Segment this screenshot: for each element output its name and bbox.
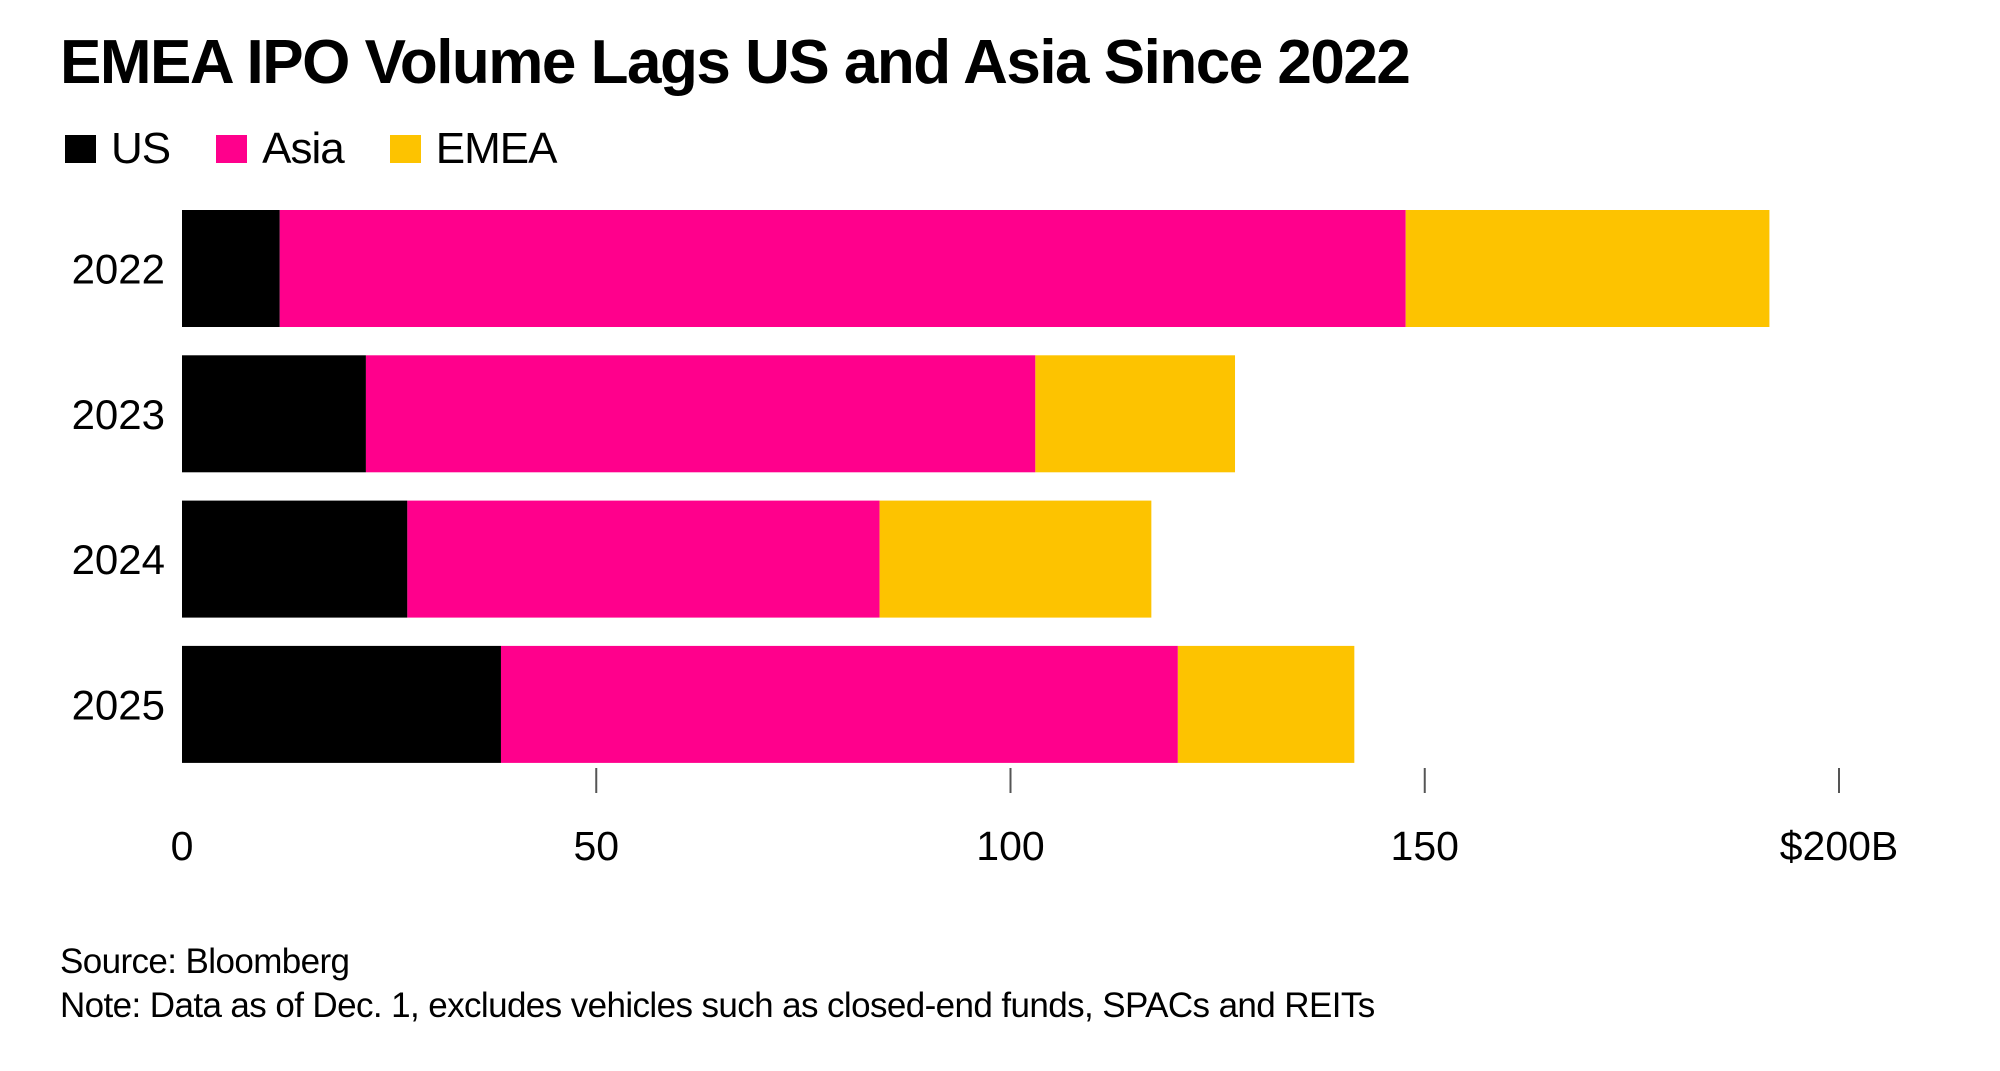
- legend-swatch-us: [65, 135, 96, 163]
- bar-segment-asia-2023: [365, 355, 1036, 473]
- bar-segment-emea-2022: [1405, 210, 1770, 327]
- y-tick-label-2024: 2024: [72, 536, 165, 583]
- bar-segment-emea-2023: [1035, 355, 1236, 473]
- x-tick-label-150: 150: [1391, 823, 1459, 869]
- bar-segment-us-2023: [182, 355, 366, 473]
- data-note: Note: Data as of Dec. 1, excludes vehicl…: [60, 986, 1375, 1025]
- legend-label-us: US: [111, 124, 171, 173]
- bar-segment-emea-2025: [1177, 645, 1355, 763]
- x-tick-label-50: 50: [573, 823, 619, 869]
- legend-item-us: US: [65, 124, 171, 174]
- legend-item-asia: Asia: [216, 124, 345, 174]
- legend-label-emea: EMEA: [435, 124, 558, 173]
- y-tick-label-2025: 2025: [72, 681, 165, 728]
- x-tick-label-0: 0: [171, 823, 194, 869]
- bar-segment-asia-2024: [407, 500, 880, 618]
- x-tick-label-100: 100: [976, 823, 1044, 869]
- y-tick-label-2023: 2023: [72, 391, 165, 438]
- source-note: Source: Bloomberg: [60, 942, 350, 981]
- bar-segment-emea-2024: [879, 500, 1152, 618]
- bar-segment-us-2022: [182, 210, 280, 327]
- x-tick-label-200: $200B: [1780, 823, 1899, 869]
- legend-item-emea: EMEA: [389, 124, 558, 174]
- bar-segment-asia-2022: [279, 210, 1406, 327]
- legend-swatch-asia: [216, 135, 248, 163]
- bar-segment-us-2025: [182, 645, 501, 763]
- bar-segment-us-2024: [182, 500, 408, 618]
- chart-title: EMEA IPO Volume Lags US and Asia Since 2…: [60, 28, 1411, 97]
- bar-segment-asia-2025: [500, 645, 1178, 763]
- footer: Source: Bloomberg Note: Data as of Dec. …: [60, 940, 1375, 1028]
- legend: US Asia EMEA: [65, 124, 602, 174]
- y-tick-label-2022: 2022: [72, 246, 165, 293]
- legend-label-asia: Asia: [262, 124, 345, 173]
- legend-swatch-emea: [389, 135, 421, 163]
